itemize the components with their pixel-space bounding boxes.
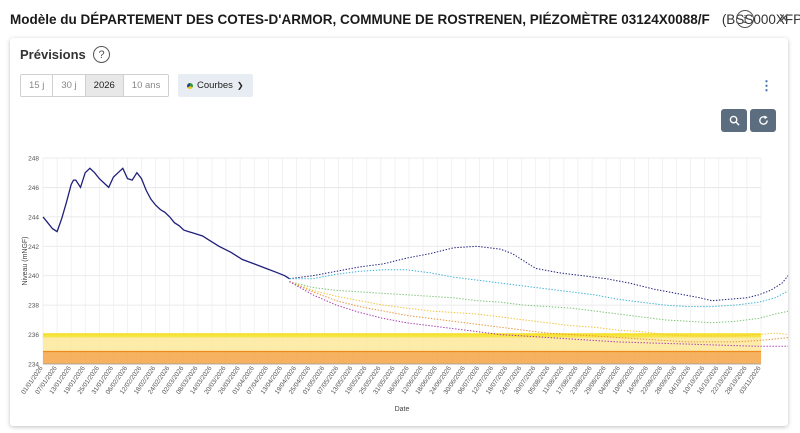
curves-label: Courbes xyxy=(197,80,233,91)
series-line-0 xyxy=(42,167,290,280)
y-tick-label: 242 xyxy=(28,244,39,251)
y-tick-label: 240 xyxy=(28,273,39,280)
vertical-ellipsis-icon[interactable]: ⋮ xyxy=(760,78,773,93)
series-line-5 xyxy=(289,281,788,343)
refresh-icon xyxy=(758,115,768,125)
threshold-band xyxy=(43,337,761,352)
threshold-band xyxy=(43,333,761,338)
panel-title: Prévisions xyxy=(20,47,86,62)
y-tick-label: 244 xyxy=(28,214,39,221)
y-tick-label: 246 xyxy=(28,185,39,192)
series-line-4 xyxy=(289,281,788,337)
curves-palette-icon xyxy=(187,82,193,89)
forecast-chart: 23423623824024224424624801/01/202607/01/… xyxy=(20,156,788,413)
help-circle-icon[interactable]: ? xyxy=(93,46,110,63)
search-icon xyxy=(729,115,740,126)
curves-dropdown[interactable]: Courbes ❯ xyxy=(178,74,253,97)
period-15j-button[interactable]: 15 j xyxy=(21,75,54,96)
modal-header: Modèle du DÉPARTEMENT DES COTES-D'ARMOR,… xyxy=(0,0,800,38)
info-circle-icon[interactable]: i xyxy=(736,10,754,28)
period-2026-button[interactable]: 2026 xyxy=(85,75,124,96)
series-line-3 xyxy=(289,281,788,324)
period-30j-button[interactable]: 30 j xyxy=(53,75,86,96)
modal-title: Modèle du DÉPARTEMENT DES COTES-D'ARMOR,… xyxy=(10,11,710,27)
reset-zoom-button[interactable] xyxy=(750,109,776,132)
y-tick-label: 238 xyxy=(28,303,39,310)
y-axis-title: Niveau (mNGF) xyxy=(22,236,29,285)
period-selector: 15 j 30 j 2026 10 ans xyxy=(20,74,170,97)
series-line-2 xyxy=(289,269,788,308)
series-line-1 xyxy=(289,245,788,302)
series-line-6 xyxy=(289,281,788,347)
zoom-button[interactable] xyxy=(721,109,747,132)
y-tick-label: 234 xyxy=(28,362,39,369)
period-10ans-button[interactable]: 10 ans xyxy=(123,75,169,96)
y-tick-label: 248 xyxy=(28,156,39,163)
threshold-band xyxy=(43,351,761,364)
close-icon[interactable]: ✕ xyxy=(778,10,790,26)
x-axis-title: Date xyxy=(395,406,410,413)
chevron-down-icon: ❯ xyxy=(236,81,244,90)
y-tick-label: 236 xyxy=(28,332,39,339)
forecast-card: Prévisions ? 15 j 30 j 2026 10 ans Courb… xyxy=(10,38,788,426)
